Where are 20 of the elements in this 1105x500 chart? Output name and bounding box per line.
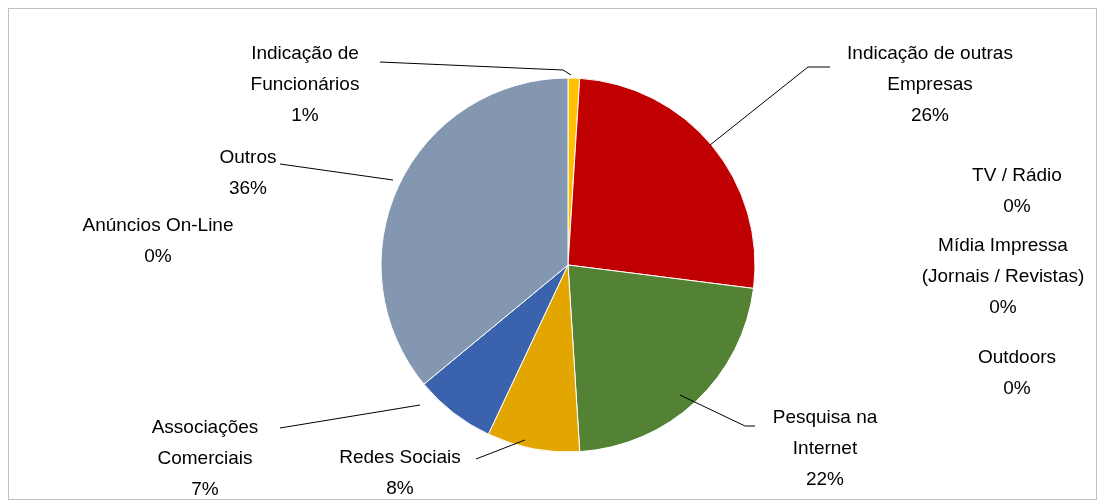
data-label: 36% (228, 177, 268, 199)
text: 0% (1003, 377, 1031, 399)
category-label: Outdoors (977, 346, 1057, 368)
slice-label: Pesquisa na Internet (772, 406, 878, 459)
category-label: Anúncios On-Line (82, 214, 234, 236)
data-label: 22% (805, 468, 845, 490)
text: 0% (144, 245, 172, 267)
data-label: 1% (291, 104, 319, 126)
category-label: Mídia Impressa (Jornais / Revistas) (921, 234, 1085, 287)
text: 0% (1003, 195, 1031, 217)
data-label: 8% (386, 477, 414, 499)
data-label: 26% (910, 104, 950, 126)
text: 0% (989, 296, 1017, 318)
slice-label: Indicação de outras Empresas (847, 42, 1013, 95)
slice-label: Redes Sociais (339, 446, 461, 468)
slice-label: Indicação de Funcionários (250, 42, 360, 95)
data-label: 7% (191, 478, 219, 500)
slice-label: Associações Comerciais (151, 416, 259, 469)
slice-label: Outros (219, 146, 277, 168)
category-label: TV / Rádio (972, 164, 1062, 186)
